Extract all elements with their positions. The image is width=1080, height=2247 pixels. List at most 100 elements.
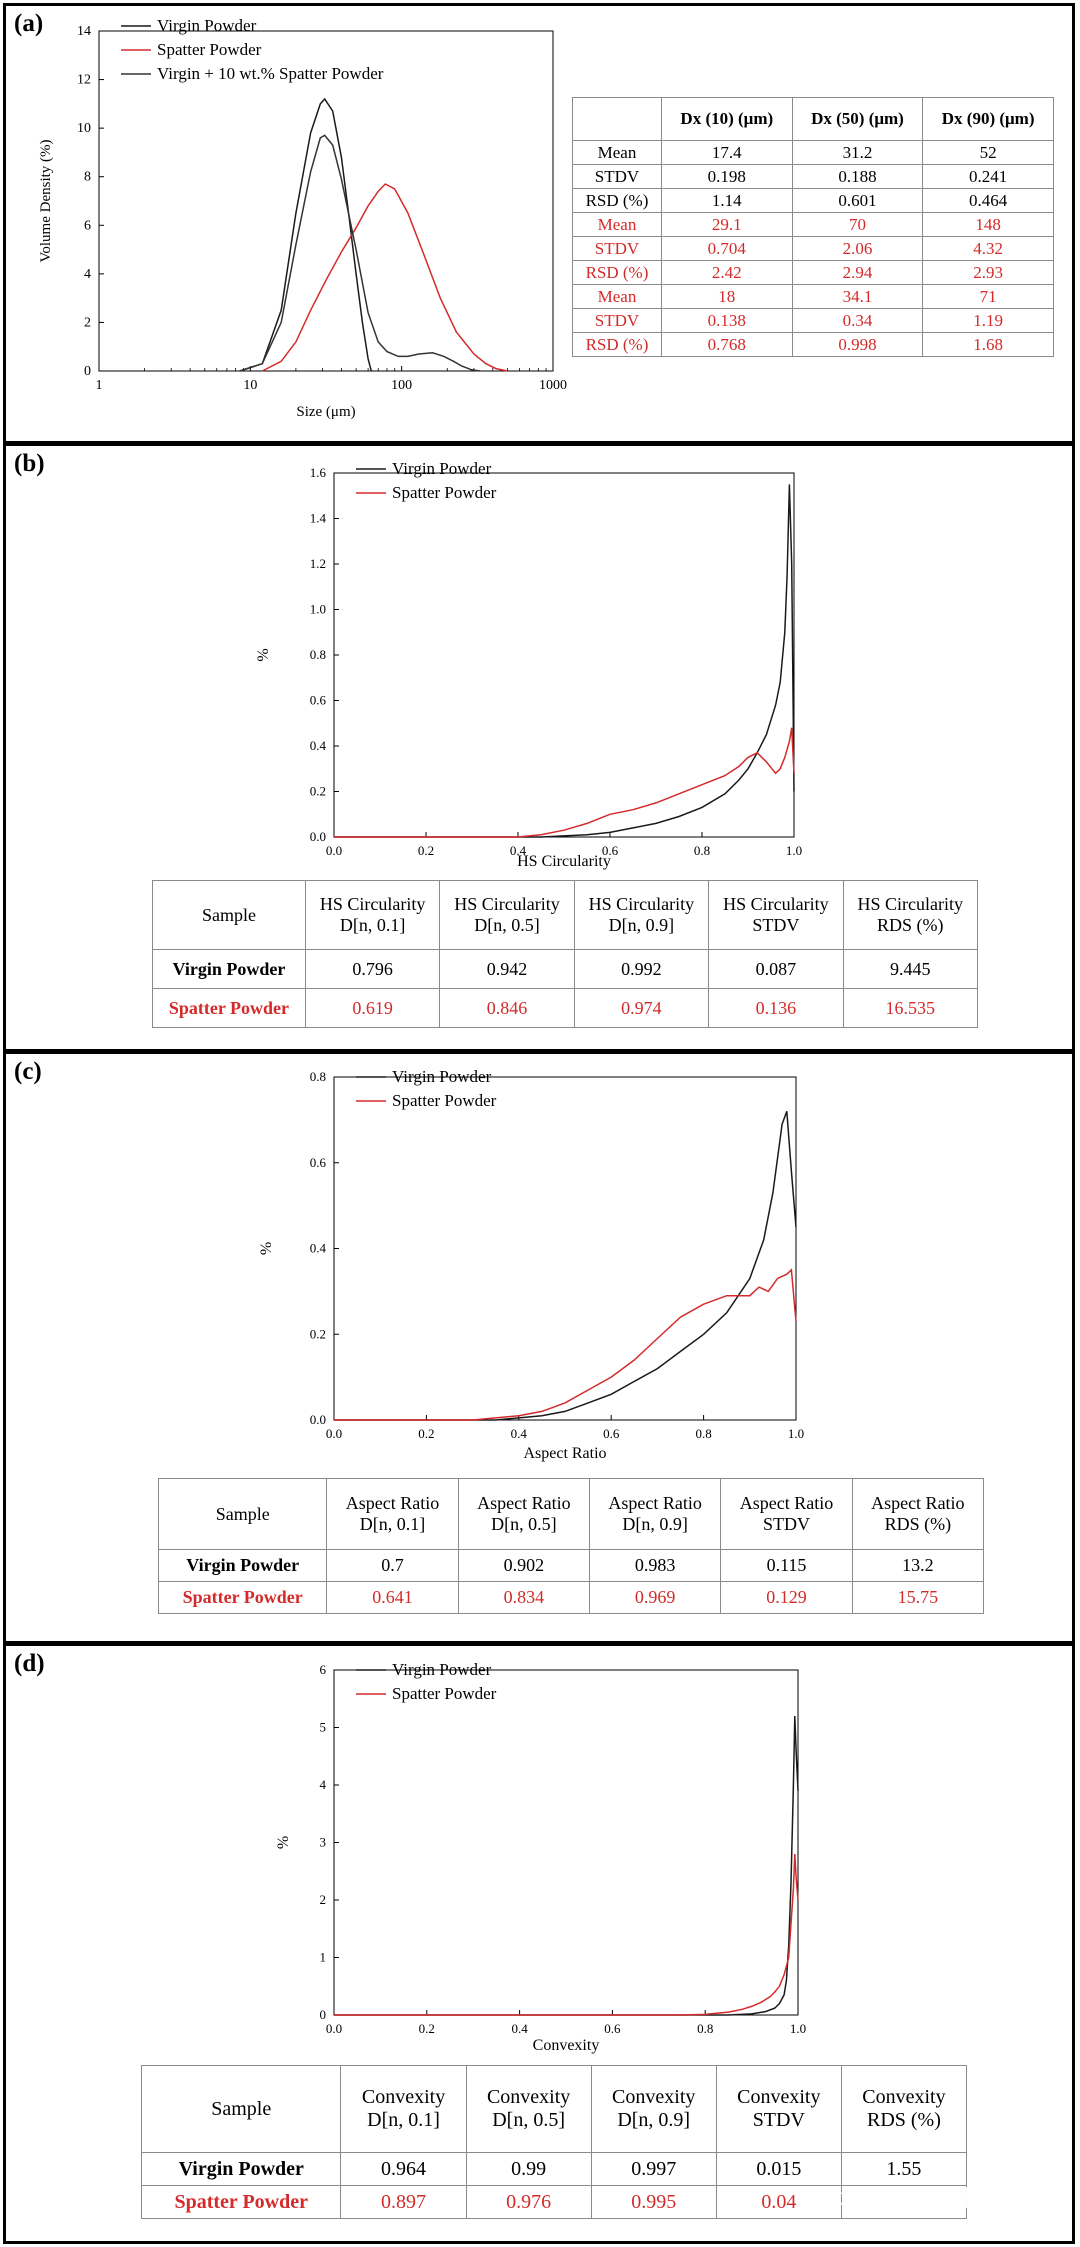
table-cell: Virgin Powder <box>140 2152 342 2186</box>
table-row: Spatter Powder 0.641 0.834 0.969 0.129 15.75 <box>157 1581 985 1614</box>
table-cell: 15.75 <box>851 1581 985 1614</box>
table-header-cell <box>572 97 662 141</box>
table-cell: 71 <box>922 284 1054 309</box>
table-cell: 0.641 <box>326 1581 459 1614</box>
table-cell: 29.1 <box>660 212 793 237</box>
table-cell: 0.992 <box>573 949 710 989</box>
table-row: Virgin Powder 0.7 0.902 0.983 0.115 13.2 <box>157 1549 985 1582</box>
plot-frame <box>98 30 554 372</box>
legend-entry: Virgin Powder <box>392 1067 492 1086</box>
table-cell: 52 <box>922 140 1054 165</box>
y-tick-label: 4 <box>320 1777 327 1792</box>
size-stats-table: Dx (10) (μm) Dx (50) (μm) Dx (90) (μm) Mean… <box>572 97 1054 357</box>
table-cell: 2.42 <box>660 260 793 285</box>
x-tick-label: 1.0 <box>786 843 802 858</box>
table-row: STDV 0.138 0.34 1.19 <box>572 308 1054 333</box>
series-line <box>334 1111 797 1421</box>
table-row: Mean 17.4 31.2 52 <box>572 140 1054 165</box>
table-cell: 1.14 <box>660 188 793 213</box>
table-cell: STDV <box>572 164 662 189</box>
series-line <box>334 1268 797 1421</box>
y-tick-label: 12 <box>77 73 91 88</box>
table-row: Virgin Powder 0.964 0.99 0.997 0.015 1.55 <box>140 2152 968 2186</box>
legend-entry: Virgin Powder <box>392 459 492 478</box>
panel-d: (d) 0 1 2 3 4 5 6 0.0 0.2 0.4 0.6 0.8 1.0 Convexity% V… <box>3 1643 1075 2244</box>
table-cell: 0.138 <box>660 308 793 333</box>
panel-c: (c) 0.0 0.2 0.4 0.6 0.8 0.0 0.2 0.4 0.6 0.8 1.0 Asp… <box>3 1051 1075 1644</box>
table-cell: Mean <box>572 140 662 165</box>
table-cell: 0.902 <box>457 1549 591 1582</box>
y-axis-label: % <box>258 1242 275 1255</box>
x-tick-label: 1000 <box>539 378 567 393</box>
table-cell: 4.32 <box>922 236 1054 261</box>
table-cell: 0.464 <box>922 188 1054 213</box>
chart-aspect-ratio: 0.0 0.2 0.4 0.6 0.8 0.0 0.2 0.4 0.6 0.8 1.0 Aspect … <box>258 1067 804 1462</box>
y-tick-label: 2 <box>320 1892 327 1907</box>
table-header-cell: HS Circularity STDV <box>708 880 844 950</box>
table-cell: 31.2 <box>791 140 924 165</box>
table-cell: 1.19 <box>922 308 1054 333</box>
table-cell: 0.115 <box>720 1549 853 1582</box>
table-cell: 0.04 <box>715 2185 842 2219</box>
table-cell: 2.06 <box>791 236 924 261</box>
x-axis-label: Convexity <box>533 2037 600 2054</box>
y-tick-label: 1 <box>320 1950 327 1965</box>
table-cell: 16.535 <box>842 988 979 1028</box>
y-axis-label: % <box>275 1836 292 1849</box>
y-tick-label: 0.8 <box>310 647 326 662</box>
table-cell: 0.188 <box>791 164 924 189</box>
table-cell: 0.136 <box>708 988 844 1028</box>
x-tick-label: 1.0 <box>790 2021 806 2036</box>
aspect-ratio-table: Sample Aspect Ratio D[n, 0.1] Aspect Ratio D… <box>157 1478 985 1614</box>
table-row: Mean 18 34.1 71 <box>572 284 1054 309</box>
table-header-cell: Sample <box>157 1478 328 1550</box>
chart-convexity: 0 1 2 3 4 5 6 0.0 0.2 0.4 0.6 0.8 1.0 Convexity% Virgi… <box>275 1660 806 2054</box>
table-header-cell: Dx (10) (μm) <box>660 97 793 141</box>
table-cell: 13.2 <box>851 1549 985 1582</box>
table-header-cell: Dx (90) (μm) <box>922 97 1054 141</box>
table-row: STDV 0.198 0.188 0.241 <box>572 164 1054 189</box>
y-tick-label: 4 <box>84 267 91 282</box>
x-axis-label: Size (μm) <box>296 404 355 420</box>
legend-entry: Spatter Powder <box>392 1091 497 1110</box>
x-tick-label: 1.0 <box>788 1426 804 1441</box>
y-tick-label: 6 <box>320 1662 327 1677</box>
table-header-row: Sample Convexity D[n, 0.1] Convexity D[n, 0.… <box>140 2065 968 2153</box>
table-cell: 0.846 <box>439 988 575 1028</box>
y-tick-label: 1.4 <box>310 511 327 526</box>
x-tick-label: 10 <box>243 378 257 393</box>
x-tick-label: 0.0 <box>326 1426 342 1441</box>
plot-frame <box>333 1669 799 2016</box>
table-header-cell: Dx (50) (μm) <box>791 97 924 141</box>
x-tick-label: 0.6 <box>602 843 619 858</box>
table-cell: Mean <box>572 284 662 309</box>
x-tick-label: 0.6 <box>603 1426 620 1441</box>
table-cell: Virgin Powder <box>152 949 306 989</box>
y-tick-label: 0 <box>320 2007 327 2022</box>
y-tick-label: 0.4 <box>310 738 327 753</box>
table-header-cell: HS Circularity RDS (%) <box>842 880 979 950</box>
table-cell: 0.796 <box>304 949 441 989</box>
table-cell: 0.942 <box>439 949 575 989</box>
x-tick-label: 0.4 <box>510 843 527 858</box>
y-tick-label: 0.6 <box>310 693 327 708</box>
y-tick-label: 0.0 <box>310 1412 326 1427</box>
table-cell: Virgin Powder <box>157 1549 328 1582</box>
table-cell: 70 <box>791 212 924 237</box>
series-line <box>334 1715 799 2016</box>
table-cell: RSD (%) <box>572 188 662 213</box>
table-header-cell: Aspect Ratio D[n, 0.9] <box>589 1478 722 1550</box>
table-row: RSD (%) 0.768 0.998 1.68 <box>572 332 1054 357</box>
table-header-cell: Convexity D[n, 0.1] <box>340 2065 467 2153</box>
table-cell: 0.997 <box>590 2152 717 2186</box>
panel-label: (d) <box>14 1650 45 1677</box>
convexity-table: Sample Convexity D[n, 0.1] Convexity D[n, 0.… <box>140 2065 968 2219</box>
table-cell: 0.969 <box>589 1581 722 1614</box>
table-cell: 0.087 <box>708 949 844 989</box>
table-header-row: Dx (10) (μm) Dx (50) (μm) Dx (90) (μm) <box>572 97 1054 141</box>
table-cell: STDV <box>572 308 662 333</box>
table-cell: Mean <box>572 212 662 237</box>
table-cell: 17.4 <box>660 140 793 165</box>
x-axis-label: HS Circularity <box>517 853 611 870</box>
y-tick-label: 0.6 <box>310 1155 327 1170</box>
